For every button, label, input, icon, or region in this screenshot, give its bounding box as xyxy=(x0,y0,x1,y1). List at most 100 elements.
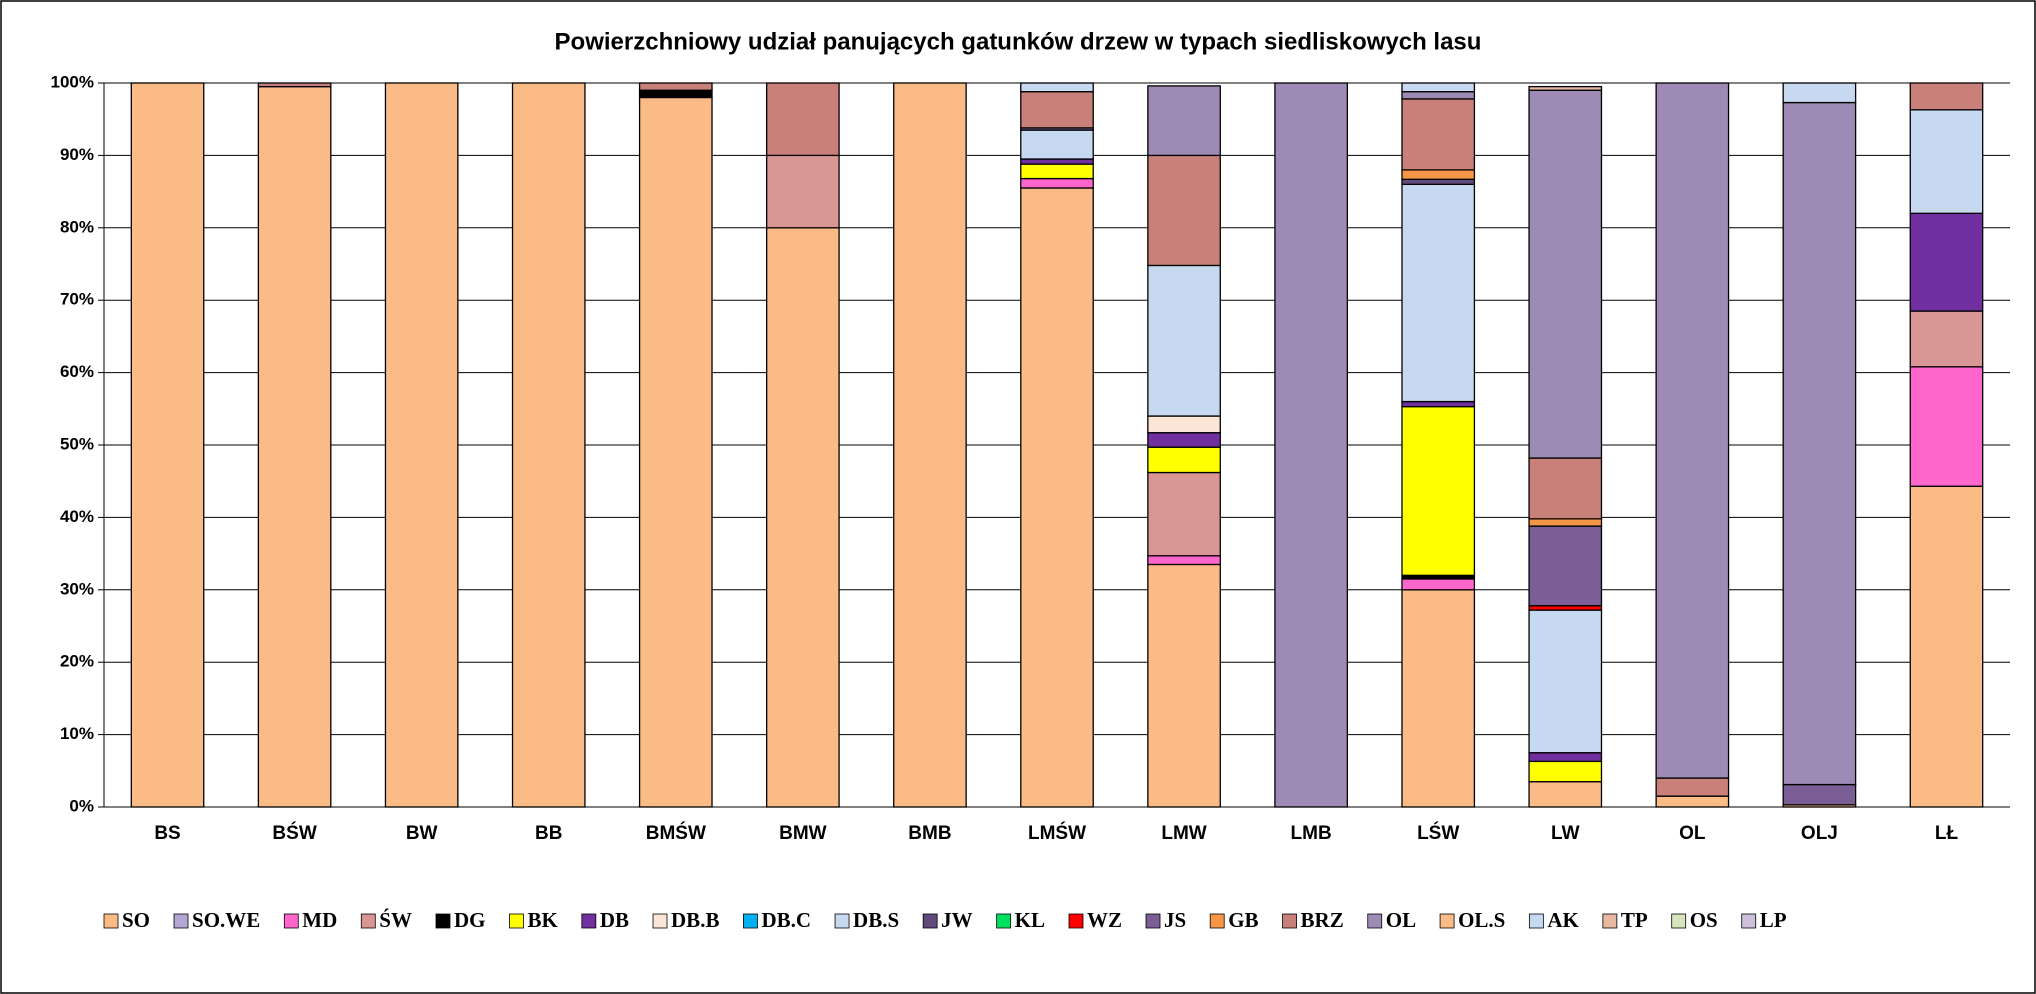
legend-swatch xyxy=(1528,913,1544,929)
bar-segment xyxy=(130,82,205,808)
x-tick-label: LMW xyxy=(1161,823,1206,844)
legend-swatch xyxy=(1671,913,1687,929)
bar-segment xyxy=(1782,783,1857,806)
bar-segment xyxy=(257,85,332,808)
legend-label: MD xyxy=(302,908,337,932)
x-tick-label: BW xyxy=(406,823,438,844)
legend-swatch xyxy=(509,913,524,929)
bar-segment xyxy=(1020,187,1094,808)
legend-label: WZ xyxy=(1087,908,1122,932)
legend-label: OS xyxy=(1690,908,1718,932)
legend-swatch xyxy=(581,913,597,929)
legend-swatch xyxy=(103,913,119,929)
bar-segment xyxy=(1528,752,1603,763)
x-tick-label: LŚW xyxy=(1417,822,1459,844)
x-tick-label: BMŚW xyxy=(646,822,706,844)
legend-swatch xyxy=(834,913,850,929)
legend-label: DB.S xyxy=(853,908,899,932)
bar-segment xyxy=(384,82,459,808)
y-tick-label: 50% xyxy=(60,434,94,453)
legend-swatch xyxy=(996,913,1012,929)
x-tick-label: OL xyxy=(1679,823,1706,844)
bar-segment xyxy=(1147,555,1221,566)
legend-swatch xyxy=(1068,913,1084,929)
bar-segment xyxy=(766,82,840,157)
y-tick-label: 90% xyxy=(60,145,94,164)
bar-segment xyxy=(1147,432,1221,448)
bar-segment xyxy=(893,82,967,808)
bar-segment xyxy=(1147,563,1221,808)
legend-label: LP xyxy=(1760,908,1787,932)
legend-swatch xyxy=(1367,913,1383,929)
bar-segment xyxy=(1909,212,1984,312)
legend-swatch xyxy=(922,913,938,929)
x-tick-label: BŚW xyxy=(272,822,316,844)
legend-swatch xyxy=(435,913,451,929)
y-tick-label: 10% xyxy=(60,724,94,743)
bar-segment xyxy=(1528,457,1603,520)
y-tick-label: 30% xyxy=(60,579,94,598)
legend-label: BRZ xyxy=(1301,908,1344,932)
x-tick-label: BB xyxy=(535,823,562,844)
legend-label: DB.B xyxy=(671,908,719,932)
bar-segment xyxy=(1909,485,1984,808)
legend-label: JW xyxy=(941,908,973,932)
bar-segment xyxy=(1401,400,1476,408)
bar-segment xyxy=(1020,177,1094,189)
legend-label: DG xyxy=(454,908,486,932)
bar-segment xyxy=(1909,109,1984,214)
legend-label: OL.S xyxy=(1458,908,1505,932)
bar-segment xyxy=(1528,760,1603,783)
bar-segment xyxy=(1782,101,1857,786)
bar-segment xyxy=(638,89,713,99)
legend-label: KL xyxy=(1015,908,1045,932)
x-tick-label: BMB xyxy=(908,823,951,844)
y-tick-label: 20% xyxy=(60,652,94,671)
bar-segment xyxy=(1147,264,1221,417)
bar-segment xyxy=(1274,82,1348,808)
y-tick-label: 70% xyxy=(60,290,94,309)
bar-segment xyxy=(766,227,840,808)
legend-label: OL xyxy=(1386,908,1416,932)
bar-segment xyxy=(1528,605,1603,611)
bar-segment xyxy=(1401,178,1476,186)
y-tick-label: 80% xyxy=(60,217,94,236)
bar-segment xyxy=(1020,82,1094,93)
legend-swatch xyxy=(1741,913,1757,929)
bar-segment xyxy=(1401,169,1476,180)
y-tick-label: 0% xyxy=(69,796,94,815)
bar-segment xyxy=(1528,525,1603,607)
bar-segment xyxy=(1401,91,1476,100)
bar-segment xyxy=(1401,183,1476,403)
legend-label: GB xyxy=(1228,908,1258,932)
bar-segment xyxy=(1147,415,1221,434)
bar-segment xyxy=(511,82,586,808)
bar-segment xyxy=(1020,163,1094,180)
bar-segment xyxy=(1020,91,1094,129)
bar-segment xyxy=(766,154,840,229)
bar-segment xyxy=(1401,82,1476,93)
y-tick-label: 60% xyxy=(60,362,94,381)
bar-segment xyxy=(1147,446,1221,474)
legend-swatch xyxy=(1282,913,1297,929)
bar-segment xyxy=(1782,82,1857,104)
bar-segment xyxy=(1655,777,1730,797)
legend-swatch xyxy=(283,913,299,929)
legend-label: JS xyxy=(1164,908,1186,932)
x-tick-label: LMB xyxy=(1291,823,1332,844)
bar-segment xyxy=(1909,310,1984,368)
bar-segment xyxy=(1147,154,1221,267)
legend-label: DB.C xyxy=(761,908,811,932)
legend-swatch xyxy=(652,913,668,929)
bar-segment xyxy=(1147,471,1221,557)
bar-segment xyxy=(1528,518,1603,527)
legend-swatch xyxy=(743,913,758,929)
bar-segment xyxy=(1655,795,1730,808)
bar-segment xyxy=(1528,609,1603,754)
x-tick-label: LMŚW xyxy=(1028,822,1086,844)
bar-segment xyxy=(1909,366,1984,487)
x-tick-label: LŁ xyxy=(1935,823,1959,844)
x-tick-label: OLJ xyxy=(1801,823,1838,844)
y-tick-label: 40% xyxy=(60,507,94,526)
legend-swatch xyxy=(1602,913,1618,929)
